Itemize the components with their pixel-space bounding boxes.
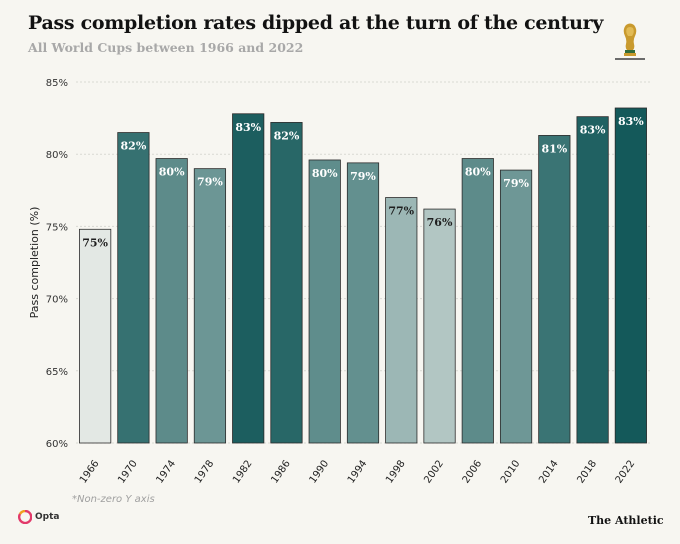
x-tick-label: 1970 — [116, 458, 140, 485]
x-tick-label: 1990 — [308, 458, 332, 485]
y-tick-label: 85% — [46, 78, 68, 89]
y-tick-label: 70% — [46, 295, 68, 306]
x-tick-label: 1982 — [231, 458, 255, 485]
x-tick-label: 1994 — [346, 458, 370, 485]
bar — [538, 135, 571, 444]
bar-value-label: 81% — [541, 142, 567, 155]
y-tick-label: 75% — [46, 222, 68, 233]
world-cup-trophy-icon — [615, 23, 645, 60]
x-tick-label: 1986 — [269, 458, 293, 485]
x-tick-label: 2022 — [614, 458, 638, 485]
bar-value-label: 80% — [465, 166, 491, 179]
opta-logo-icon — [18, 510, 32, 524]
bar — [576, 116, 609, 444]
chart-title: Pass completion rates dipped at the turn… — [28, 12, 604, 34]
bar-value-label: 77% — [388, 205, 414, 218]
x-tick-label: 2014 — [537, 458, 561, 485]
chart-subtitle: All World Cups between 1966 and 2022 — [28, 40, 304, 55]
bar — [79, 228, 112, 444]
x-tick-label: 2010 — [499, 458, 523, 485]
bar-value-label: 79% — [503, 177, 529, 190]
y-tick-label: 60% — [46, 439, 68, 450]
bar — [499, 169, 533, 444]
bar-value-label: 80% — [312, 167, 338, 180]
source-label: Opta — [35, 512, 60, 522]
bar-value-label: 76% — [427, 216, 453, 229]
bar-value-label: 80% — [159, 166, 185, 179]
footnote: *Non-zero Y axis — [72, 494, 155, 505]
bar-value-label: 83% — [618, 115, 644, 128]
bar — [193, 168, 227, 444]
bar-value-label: 79% — [350, 170, 376, 183]
bar — [308, 159, 341, 444]
bar-value-label: 75% — [82, 236, 108, 249]
y-tick-label: 65% — [46, 367, 68, 378]
bar-value-label: 83% — [235, 121, 261, 134]
bar — [423, 208, 456, 444]
y-tick-label: 80% — [46, 150, 68, 161]
x-tick-label: 1974 — [155, 458, 179, 485]
bar — [232, 113, 265, 444]
bar — [117, 132, 150, 444]
x-tick-label: 2006 — [461, 458, 485, 485]
bar — [346, 162, 380, 444]
bar-value-label: 79% — [197, 176, 223, 189]
bar-value-label: 83% — [580, 124, 606, 137]
x-tick-label: 1998 — [384, 458, 408, 485]
x-tick-label: 2018 — [575, 458, 599, 485]
bar — [270, 122, 303, 444]
source-credit: Opta — [18, 510, 59, 524]
bar-value-label: 82% — [121, 140, 147, 153]
bar — [385, 197, 418, 444]
x-tick-label: 1978 — [193, 458, 217, 485]
bar — [461, 158, 494, 444]
publisher-logo: The Athletic — [588, 514, 664, 527]
bar — [155, 158, 188, 444]
x-tick-label: 2002 — [422, 458, 446, 485]
y-axis-label: Pass completion (%) — [28, 207, 41, 319]
bar-value-label: 82% — [274, 129, 300, 142]
x-tick-label: 1966 — [78, 458, 102, 485]
bar — [614, 107, 647, 444]
